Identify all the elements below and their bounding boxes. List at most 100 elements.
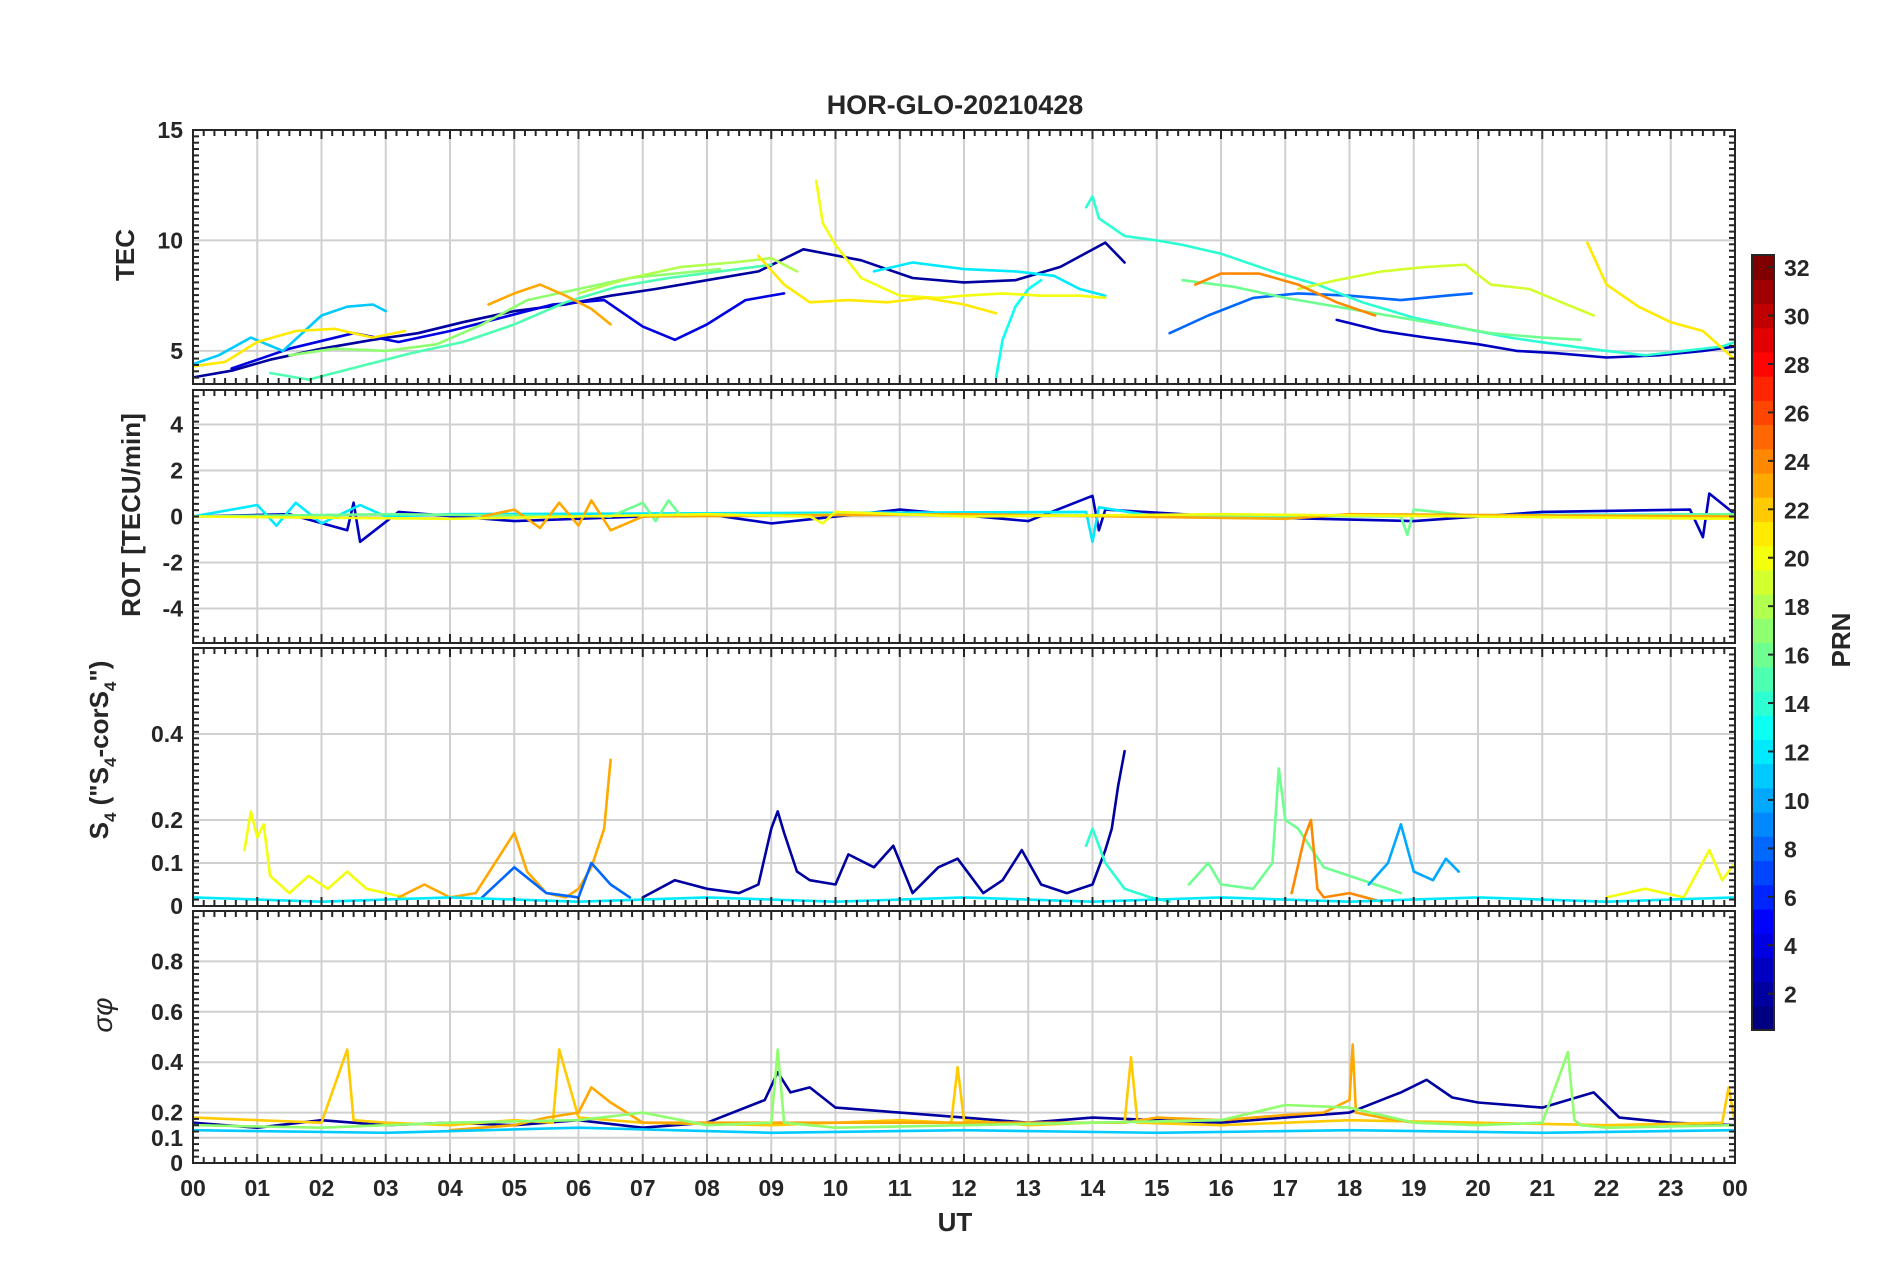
x-tick-label: 07 <box>630 1175 656 1201</box>
y-tick-label: -2 <box>163 550 183 576</box>
x-tick-label: 02 <box>309 1175 335 1201</box>
prn-11-line <box>193 1126 1735 1135</box>
prn-11-line <box>193 303 388 366</box>
colorbar-segment <box>1752 812 1774 837</box>
prn-colorbar <box>1751 254 1775 1031</box>
colorbar-segment <box>1752 981 1774 1007</box>
x-tick-label: 09 <box>758 1175 784 1201</box>
prn-24-line <box>1194 272 1377 317</box>
colorbar-label: PRN <box>1826 613 1856 668</box>
tec-panel: 5 10 15 <box>157 117 1736 385</box>
x-tick-label: 04 <box>437 1175 463 1201</box>
colorbar-tick-label: 6 <box>1784 885 1797 911</box>
x-tick-label: 12 <box>951 1175 977 1201</box>
y-tick-label: 15 <box>157 117 183 143</box>
prn-19-line <box>1296 263 1595 317</box>
prn-3-line <box>1335 318 1735 359</box>
colorbar-tick-label: 30 <box>1784 304 1810 330</box>
x-tick-label: 19 <box>1401 1175 1427 1201</box>
prn-2-line <box>193 241 1126 379</box>
colorbar-segment <box>1752 787 1774 813</box>
prn-10-line <box>1367 822 1460 886</box>
prn-18-line <box>577 256 799 295</box>
prn-13-line <box>994 278 1043 379</box>
x-tick-label: 15 <box>1144 1175 1170 1201</box>
x-tick-label: 11 <box>888 1175 913 1201</box>
x-tick-label: 16 <box>1208 1175 1234 1201</box>
colorbar-segment <box>1752 279 1774 305</box>
colorbar-segment <box>1752 618 1774 644</box>
y-tick-label: -4 <box>163 596 184 622</box>
colorbar-tick-label: 2 <box>1784 982 1797 1008</box>
y-tick-label: 0.8 <box>151 948 183 974</box>
prn-21-line <box>193 327 407 368</box>
sigma-phi-panel: 00.10.2 0.4 0.6 0.8 <box>151 910 1736 1176</box>
colorbar-segment <box>1752 545 1774 571</box>
x-tick-label: 08 <box>694 1175 720 1201</box>
prn-17-line <box>288 267 722 357</box>
chart-title: HOR-GLO-20210428 <box>827 90 1084 120</box>
rot-axis-label: ROT [TECU/min] <box>116 413 146 617</box>
y-tick-label: 0 <box>170 504 183 530</box>
colorbar-tick-label: 26 <box>1784 400 1810 426</box>
prn-8-line <box>1168 292 1473 335</box>
colorbar-segment <box>1752 933 1774 958</box>
x-tick-label: 06 <box>566 1175 592 1201</box>
x-axis-label: UT <box>938 1207 973 1237</box>
y-tick-label: 0 <box>170 1150 183 1176</box>
colorbar-segment <box>1752 327 1774 353</box>
prn-12-line <box>872 261 1107 298</box>
colorbar-tick-label: 12 <box>1784 739 1810 765</box>
x-tick-label: 22 <box>1594 1175 1620 1201</box>
colorbar-segment <box>1752 472 1774 498</box>
colorbar-segment <box>1752 666 1774 692</box>
x-tick-label: 14 <box>1080 1175 1106 1201</box>
prn-23-line <box>487 283 612 326</box>
prn-20-line <box>193 510 1735 525</box>
colorbar-segment <box>1752 351 1774 377</box>
colorbar-segment <box>1752 860 1774 886</box>
y-tick-label: 0.2 <box>151 1100 183 1126</box>
tick-marks <box>192 910 1736 1164</box>
colorbar-segment <box>1752 376 1774 401</box>
prn-16-line <box>1187 767 1403 895</box>
colorbar-tick-label: 18 <box>1784 594 1810 620</box>
y-tick-label: 0.4 <box>151 721 183 747</box>
x-tick-label: 23 <box>1658 1175 1684 1201</box>
x-tick-label: 03 <box>373 1175 399 1201</box>
y-tick-label: 5 <box>170 338 183 364</box>
x-tick-label: 05 <box>501 1175 527 1201</box>
colorbar-tick-label: 22 <box>1784 497 1810 523</box>
x-tick-labels: 00 01 02 03 04 05 06 07 08 09 10 11 12 13 14 15 16 17 18 19… <box>180 1175 1748 1201</box>
colorbar-segment <box>1752 957 1774 983</box>
colorbar-segment <box>1752 763 1774 789</box>
prn-20-line <box>1605 848 1735 899</box>
tick-marks <box>192 389 1736 644</box>
colorbar-tick-label: 4 <box>1784 933 1797 959</box>
y-tick-label: 4 <box>170 412 183 438</box>
y-tick-label: 0.4 <box>151 1049 183 1075</box>
colorbar-tick-label: 28 <box>1784 352 1810 378</box>
tec-axis-label: TEC <box>110 229 140 281</box>
colorbar-tick-label: 10 <box>1784 788 1810 814</box>
colorbar-segment <box>1752 255 1774 280</box>
y-tick-label: 10 <box>157 227 183 253</box>
x-tick-label: 18 <box>1337 1175 1363 1201</box>
x-tick-label: 00 <box>1722 1175 1748 1201</box>
colorbar-tick-label: 24 <box>1784 449 1810 475</box>
colorbar-segment <box>1752 569 1774 595</box>
colorbar-tick-label: 14 <box>1784 691 1810 717</box>
colorbar-segment <box>1752 690 1774 716</box>
colorbar-segment <box>1752 642 1774 668</box>
prn-16-line <box>1181 278 1583 342</box>
colorbar-segment <box>1752 424 1774 450</box>
x-tick-label: 17 <box>1272 1175 1298 1201</box>
prn-14-line <box>1084 195 1735 357</box>
prn-20-line <box>243 810 407 899</box>
x-tick-label: 10 <box>823 1175 849 1201</box>
colorbar-segment <box>1752 594 1774 619</box>
colorbar-segment <box>1752 1005 1774 1031</box>
